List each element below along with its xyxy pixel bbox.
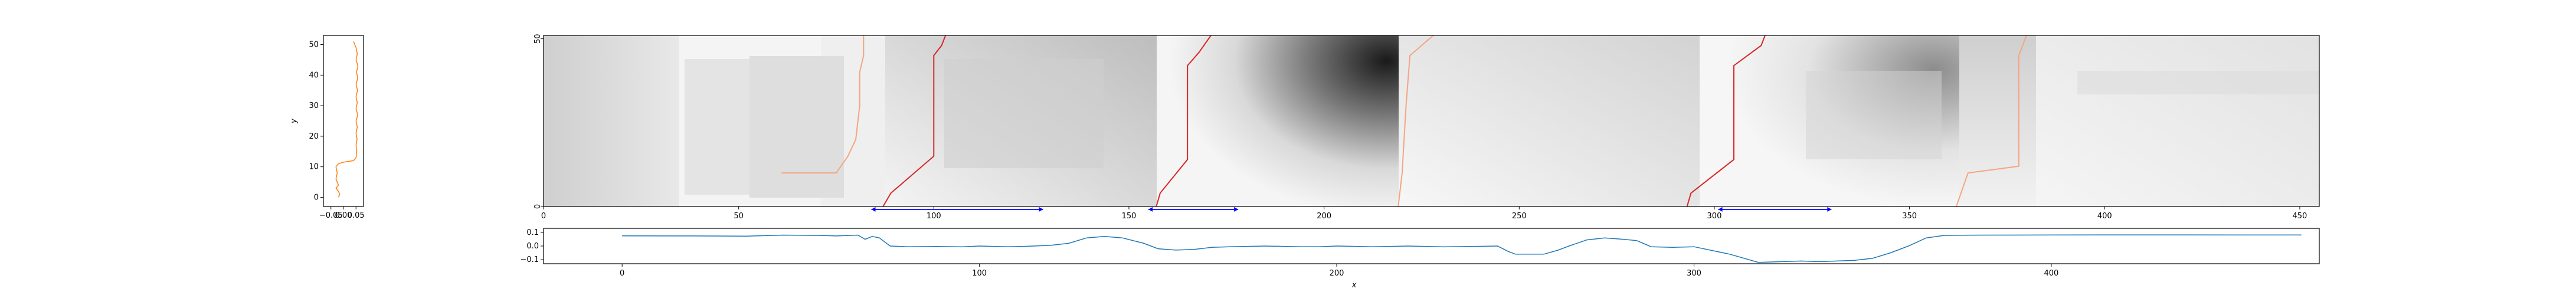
left-ytick-label: 50 bbox=[309, 41, 319, 50]
main-ytick-label: 50 bbox=[533, 34, 542, 44]
left-ytick-label: 0 bbox=[314, 193, 319, 202]
range-marker-right-arrow bbox=[1827, 206, 1832, 212]
main-ytick-label: 0 bbox=[533, 204, 542, 209]
left-xtick-label: 0.05 bbox=[348, 211, 365, 220]
left-profile-plot: 0 10 20 30 40 50 −0.050.000.05 y bbox=[290, 35, 365, 220]
left-ytick-label: 40 bbox=[309, 71, 319, 80]
range-marker-left-arrow bbox=[871, 206, 876, 212]
heatmap-path-line bbox=[1397, 35, 1434, 206]
left-ytick-label: 30 bbox=[309, 101, 319, 110]
bottom-profile-plot: 0.1 0.0 −0.1 0 100 200 300 400 x bbox=[520, 228, 2320, 290]
main-plot-frame bbox=[543, 35, 2320, 207]
left-ytick-label: 10 bbox=[309, 163, 319, 172]
main-xtick-label: 350 bbox=[1902, 212, 1917, 221]
heatmap-path-line bbox=[1956, 35, 2027, 206]
bottom-xtick-label: 400 bbox=[2044, 269, 2059, 278]
bottom-profile-line bbox=[622, 234, 2302, 263]
left-xtick-label: 0.00 bbox=[335, 211, 352, 220]
bottom-ytick-label: 0.0 bbox=[526, 242, 539, 251]
main-xtick-label: 450 bbox=[2293, 212, 2307, 221]
left-xtick-label: −0.05 bbox=[319, 211, 343, 220]
left-ylabel: y bbox=[290, 119, 299, 124]
heatmap-path-line bbox=[1686, 35, 1766, 206]
range-marker-right-arrow bbox=[1234, 206, 1239, 212]
heatmap-overlay bbox=[781, 35, 2027, 206]
main-xtick-label: 150 bbox=[1122, 212, 1137, 221]
bottom-ytick-label: 0.1 bbox=[526, 228, 539, 237]
range-marker-left-arrow bbox=[1718, 206, 1723, 212]
bottom-xtick-label: 200 bbox=[1330, 269, 1344, 278]
main-xtick-label: 400 bbox=[2097, 212, 2112, 221]
main-xtick-label: 300 bbox=[1707, 212, 1722, 221]
main-xtick-label: 250 bbox=[1512, 212, 1527, 221]
left-ytick-label: 20 bbox=[309, 132, 319, 141]
heatmap-image bbox=[544, 35, 2319, 206]
main-xtick-label: 200 bbox=[1317, 212, 1331, 221]
left-plot-frame bbox=[323, 35, 364, 207]
range-marker-right-arrow bbox=[1039, 206, 1043, 212]
bottom-xlabel: x bbox=[1351, 281, 1357, 290]
bottom-xtick-label: 0 bbox=[620, 269, 624, 278]
main-xtick-label: 50 bbox=[734, 212, 744, 221]
bottom-xtick-label: 100 bbox=[972, 269, 987, 278]
bottom-plot-frame bbox=[543, 228, 2320, 264]
heatmap-path-line bbox=[882, 35, 947, 206]
main-xtick-label: 0 bbox=[541, 212, 546, 221]
main-heatmap-plot: 0 50 0 50 100 150 200 250 300 350 400 450 bbox=[533, 34, 2320, 221]
bottom-xtick-label: 300 bbox=[1687, 269, 1701, 278]
range-marker-left-arrow bbox=[1148, 206, 1153, 212]
heatmap-path-line bbox=[1156, 35, 1212, 206]
heatmap-path-line bbox=[781, 35, 865, 174]
bottom-ytick-label: −0.1 bbox=[520, 255, 539, 264]
main-xtick-label: 100 bbox=[927, 212, 941, 221]
left-profile-line bbox=[335, 41, 359, 198]
